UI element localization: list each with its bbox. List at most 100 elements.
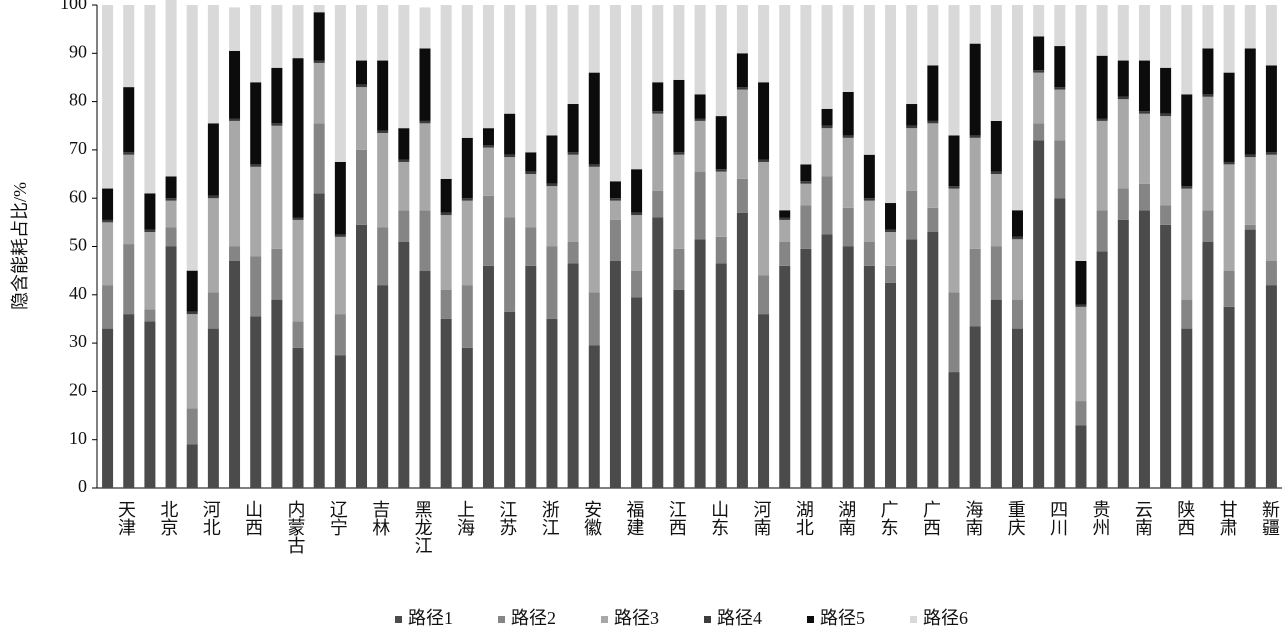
bar-segment [1033,140,1045,489]
bar-segment [123,314,135,488]
legend-swatch [910,616,917,623]
bar-segment [1181,94,1193,187]
bar-segment [948,135,960,187]
bar-segment [758,314,770,488]
bar-segment [1160,113,1172,117]
bar-segment [906,104,918,126]
x-tick-label: 重庆 [1006,500,1026,536]
bar-segment [1075,425,1087,488]
bar-segment [1265,152,1277,155]
bar-segment [715,263,727,488]
bar-segment [927,123,939,208]
bar-segment [1244,48,1256,155]
x-tick-label: 河南 [752,500,772,536]
x-tick-label: 浙江 [540,500,560,536]
bar-segment [906,190,918,240]
bar-segment [313,5,325,13]
bar-segment [546,246,558,319]
bar-segment [758,82,770,160]
bar-segment [292,347,304,488]
bar-segment [1096,5,1108,56]
bar-segment [461,200,473,286]
bar-segment [102,328,114,488]
x-tick-label: 新疆 [1260,500,1280,536]
bar-segment [694,94,706,119]
bar-segment [334,314,346,356]
bar-segment [1117,188,1129,220]
bar-segment [1265,65,1277,153]
bar-segment [567,104,579,153]
y-tick-label: 30 [69,331,87,351]
bar-segment [123,152,135,155]
bar-segment [482,145,494,148]
bar-segment [715,171,727,237]
bar-segment [377,227,389,286]
bar-segment [609,181,621,199]
bar-segment [271,125,283,249]
bar-segment [609,260,621,488]
bar-segment [609,219,621,261]
bar-segment [821,125,833,129]
bar-segment [356,60,368,85]
bar-segment [588,72,600,165]
bar-segment [588,345,600,488]
bar-segment [334,161,346,235]
bar-segment [863,241,875,266]
bar-segment [1202,210,1214,242]
bar-segment [821,128,833,177]
x-tick-label: 湖北 [794,500,814,536]
bar-segment [842,135,854,138]
bar-segment [631,270,643,298]
bar-segment [1075,401,1087,426]
bar-segment [144,321,156,488]
y-tick-label: 100 [60,0,87,13]
bar-segment [525,265,537,488]
x-tick-label: 陕西 [1175,500,1195,536]
bar-segment [546,186,558,247]
bar-segment [1054,140,1066,199]
bar-segment [186,314,198,409]
y-tick-label: 0 [78,476,87,496]
bar-segment [1138,113,1150,184]
x-tick-label: 广东 [879,500,899,536]
bar-segment [927,120,939,124]
bar-segment [229,246,241,261]
bar-segment [1181,188,1193,300]
bar-segment [609,5,621,182]
bar-segment [398,159,410,162]
bar-segment [292,5,304,59]
x-tick-label: 海南 [963,500,983,536]
bar-segment [546,318,558,488]
bar-segment [377,132,389,228]
bar-segment [821,234,833,488]
x-tick-label: 北京 [158,500,178,537]
bar-segment [948,5,960,136]
bar-segment [990,246,1002,300]
bar-segment [927,207,939,233]
bar-segment [1202,96,1214,211]
bar-segment [1202,48,1214,95]
bar-segment [504,154,516,158]
bar-segment [525,227,537,266]
bar-segment [969,326,981,488]
bar-segment [821,108,833,126]
bar-segment [250,5,262,83]
bar-segment [207,328,219,488]
bar-segment [292,58,304,218]
x-tick-label: 吉林 [370,500,390,536]
x-tick-label: 山西 [243,500,263,536]
bar-segment [969,135,981,138]
bar-segment [398,210,410,242]
bar-segment [546,183,558,187]
bar-segment [1117,99,1129,189]
bar-segment [673,5,685,80]
legend-swatch [395,616,402,623]
y-tick-label: 10 [69,428,87,448]
bar-segment [588,292,600,346]
bar-segment [334,236,346,315]
bar-segment [1160,5,1172,68]
bar-segment [694,5,706,95]
bar-segment [504,113,516,155]
bar-segment [525,152,537,172]
